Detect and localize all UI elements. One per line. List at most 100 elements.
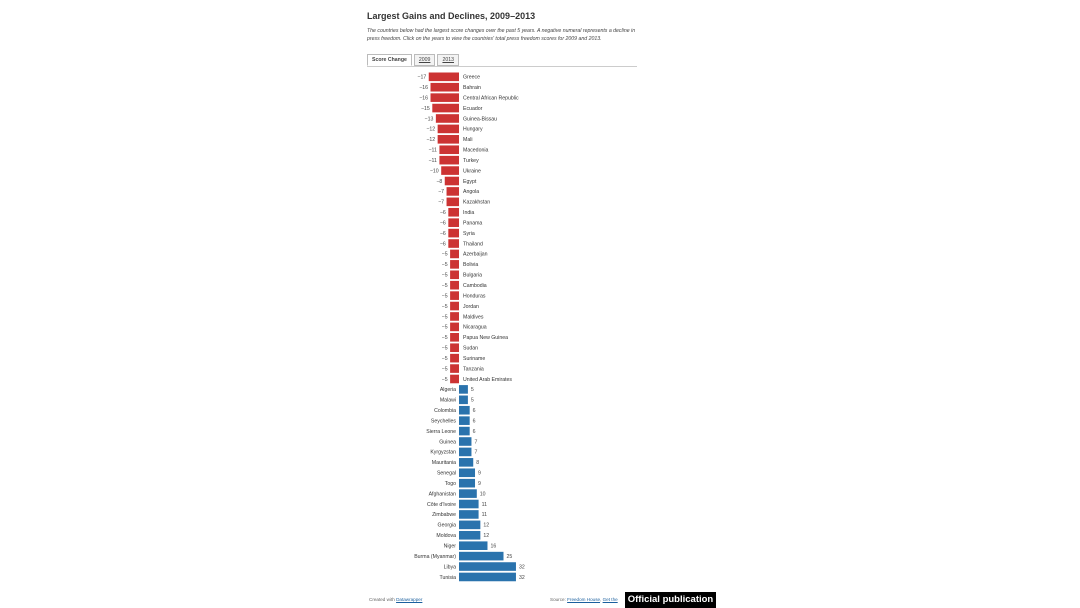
value-label-azerbaijan: −5 [442, 252, 448, 258]
datawrapper-link[interactable]: Datawrapper [396, 597, 423, 602]
category-label-ecuador: Ecuador [463, 106, 483, 112]
value-label-tunisia: 32 [519, 575, 525, 581]
bar-syria [448, 228, 459, 238]
value-label-afghanistan: 10 [480, 491, 486, 497]
category-label-united-arab-emirates: United Arab Emirates [463, 377, 512, 383]
bar-seychelles [459, 416, 470, 425]
bar-cambodia [450, 280, 459, 290]
value-label-bahrain: −16 [419, 85, 428, 91]
value-label-egypt: −8 [436, 179, 442, 185]
category-label-libya: Libya [444, 564, 457, 570]
bar-papua-new-guinea [450, 333, 459, 342]
category-label-senegal: Senegal [437, 471, 456, 477]
bar-tanzania [450, 364, 459, 373]
value-label-angola: −7 [438, 189, 444, 195]
bar-panama [448, 218, 459, 227]
value-label-togo: 9 [478, 481, 481, 487]
category-label-azerbaijan: Azerbaijan [463, 252, 488, 258]
chart-description: The countries below had the largest scor… [367, 28, 636, 42]
value-label-jordan: −5 [442, 304, 448, 310]
value-label-mauritania: 8 [476, 460, 479, 466]
bar-greece [428, 72, 459, 82]
value-label-burma-myanmar: 25 [507, 554, 513, 560]
bar-burma-myanmar [459, 551, 504, 561]
category-label-bolivia: Bolivia [463, 262, 478, 268]
value-label-niger: 16 [490, 544, 496, 550]
category-label-syria: Syria [463, 231, 475, 237]
value-label-libya: 32 [519, 564, 525, 570]
credit-prefix: Created with [369, 597, 397, 602]
bar-tunisia [459, 572, 516, 582]
value-label-syria: −6 [440, 231, 446, 237]
bar-ecuador [432, 103, 459, 113]
value-label-kyrgyzstan: 7 [474, 450, 477, 456]
bar-bahrain [430, 82, 459, 92]
bar-niger [459, 541, 488, 550]
category-label-algeria: Algeria [440, 387, 456, 393]
bar-kazakhstan [446, 197, 459, 207]
get-data-link[interactable]: Get the [602, 597, 618, 602]
value-label-ukraine: −10 [430, 168, 439, 174]
value-label-sierra-leone: 6 [473, 429, 476, 435]
category-label-moldova: Moldova [436, 533, 456, 539]
value-label-maldives: −5 [442, 314, 448, 320]
category-label-kazakhstan: Kazakhstan [463, 200, 490, 206]
value-label-central-african-republic: −16 [419, 95, 428, 101]
bar-turkey [439, 155, 459, 165]
bar-sudan [450, 343, 459, 353]
category-label-egypt: Egypt [463, 179, 477, 185]
category-label-tunisia: Tunisia [439, 575, 456, 581]
value-label-cambodia: −5 [442, 283, 448, 289]
value-label-honduras: −5 [442, 293, 448, 299]
category-label-honduras: Honduras [463, 293, 486, 299]
value-label-mali: −12 [426, 137, 435, 143]
bar-kyrgyzstan [459, 447, 472, 457]
bar-ukraine [441, 166, 459, 175]
category-label-kyrgyzstan: Kyrgyzstan [430, 450, 456, 456]
value-label-guinea: 7 [474, 439, 477, 445]
category-label-india: India [463, 210, 474, 216]
bar-united-arab-emirates [450, 374, 459, 384]
category-label-greece: Greece [463, 75, 480, 81]
year-tabs: Score Change 2009 2013 [367, 53, 459, 66]
category-label-ukraine: Ukraine [463, 168, 481, 174]
bar-sierra-leone [459, 426, 470, 436]
bar-togo [459, 478, 476, 488]
bar-moldova [459, 530, 481, 540]
source-prefix: Source: [550, 597, 568, 602]
value-label-georgia: 12 [483, 523, 489, 529]
bar-afghanistan [459, 489, 477, 498]
bar-bulgaria [450, 270, 459, 280]
category-label-afghanistan: Afghanistan [429, 491, 457, 497]
value-label-algeria: 5 [471, 387, 474, 393]
bar-bolivia [450, 260, 459, 269]
category-label-thailand: Thailand [463, 241, 483, 247]
value-label-kazakhstan: −7 [438, 200, 444, 206]
bar-egypt [444, 176, 459, 186]
value-label-macedonia: −11 [428, 148, 437, 154]
source-link[interactable]: Freedom House [567, 597, 601, 602]
category-label-tanzania: Tanzania [463, 366, 484, 372]
tab-score-change[interactable]: Score Change [367, 54, 412, 66]
category-label-mauritania: Mauritania [432, 460, 456, 466]
category-label-niger: Niger [444, 544, 457, 550]
chart-panel [362, 0, 716, 608]
category-label-colombia: Colombia [434, 408, 456, 414]
category-label-zimbabwe: Zimbabwe [432, 512, 456, 518]
category-label-central-african-republic: Central African Republic [463, 95, 519, 101]
tab-2009[interactable]: 2009 [413, 54, 436, 66]
category-label-guinea-bissau: Guinea-Bissau [463, 116, 497, 122]
bar-central-african-republic [430, 93, 459, 102]
tab-2013[interactable]: 2013 [437, 54, 459, 66]
category-label-bahrain: Bahrain [463, 85, 481, 91]
bar-thailand [448, 239, 459, 248]
bar-georgia [459, 520, 481, 530]
category-label-turkey: Turkey [463, 158, 479, 164]
value-label-malawi: 5 [471, 398, 474, 404]
bar-algeria [459, 385, 468, 394]
value-label-greece: −17 [417, 75, 426, 81]
bar-colombia [459, 405, 470, 415]
bar-malawi [459, 395, 468, 405]
value-label-guinea-bissau: −13 [425, 116, 434, 122]
